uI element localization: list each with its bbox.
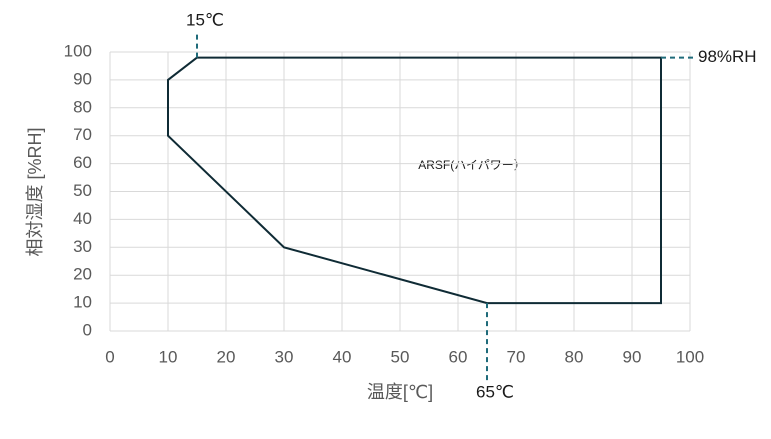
- annotation-label: 98%RH: [698, 47, 757, 66]
- x-tick-label: 100: [676, 347, 704, 366]
- y-tick-label: 10: [73, 293, 92, 312]
- y-tick-label: 70: [73, 125, 92, 144]
- annotation-label: 65℃: [476, 382, 514, 401]
- x-tick-label: 70: [507, 347, 526, 366]
- series-label: ARSF(ハイパワー）: [418, 158, 526, 172]
- series-line: [167, 56, 662, 305]
- x-axis-title: 温度[℃]: [367, 382, 433, 402]
- x-tick-label: 10: [159, 347, 178, 366]
- x-tick-label: 30: [275, 347, 294, 366]
- x-tick-label: 20: [217, 347, 236, 366]
- x-tick-label: 80: [565, 347, 584, 366]
- y-tick-label: 40: [73, 209, 92, 228]
- y-tick-label: 0: [83, 320, 92, 339]
- y-tick-label: 20: [73, 265, 92, 284]
- x-tick-label: 0: [105, 347, 114, 366]
- y-axis-title: 相対湿度 [%RH]: [25, 127, 45, 256]
- x-tick-label: 60: [449, 347, 468, 366]
- y-tick-label: 50: [73, 181, 92, 200]
- y-tick-label: 30: [73, 237, 92, 256]
- x-tick-label: 90: [623, 347, 642, 366]
- x-tick-label: 40: [333, 347, 352, 366]
- y-tick-label: 90: [73, 69, 92, 88]
- y-tick-label: 100: [64, 41, 92, 60]
- annotation-label: 15℃: [186, 10, 224, 29]
- y-tick-label: 60: [73, 153, 92, 172]
- y-tick-label: 80: [73, 97, 92, 116]
- x-tick-label: 50: [391, 347, 410, 366]
